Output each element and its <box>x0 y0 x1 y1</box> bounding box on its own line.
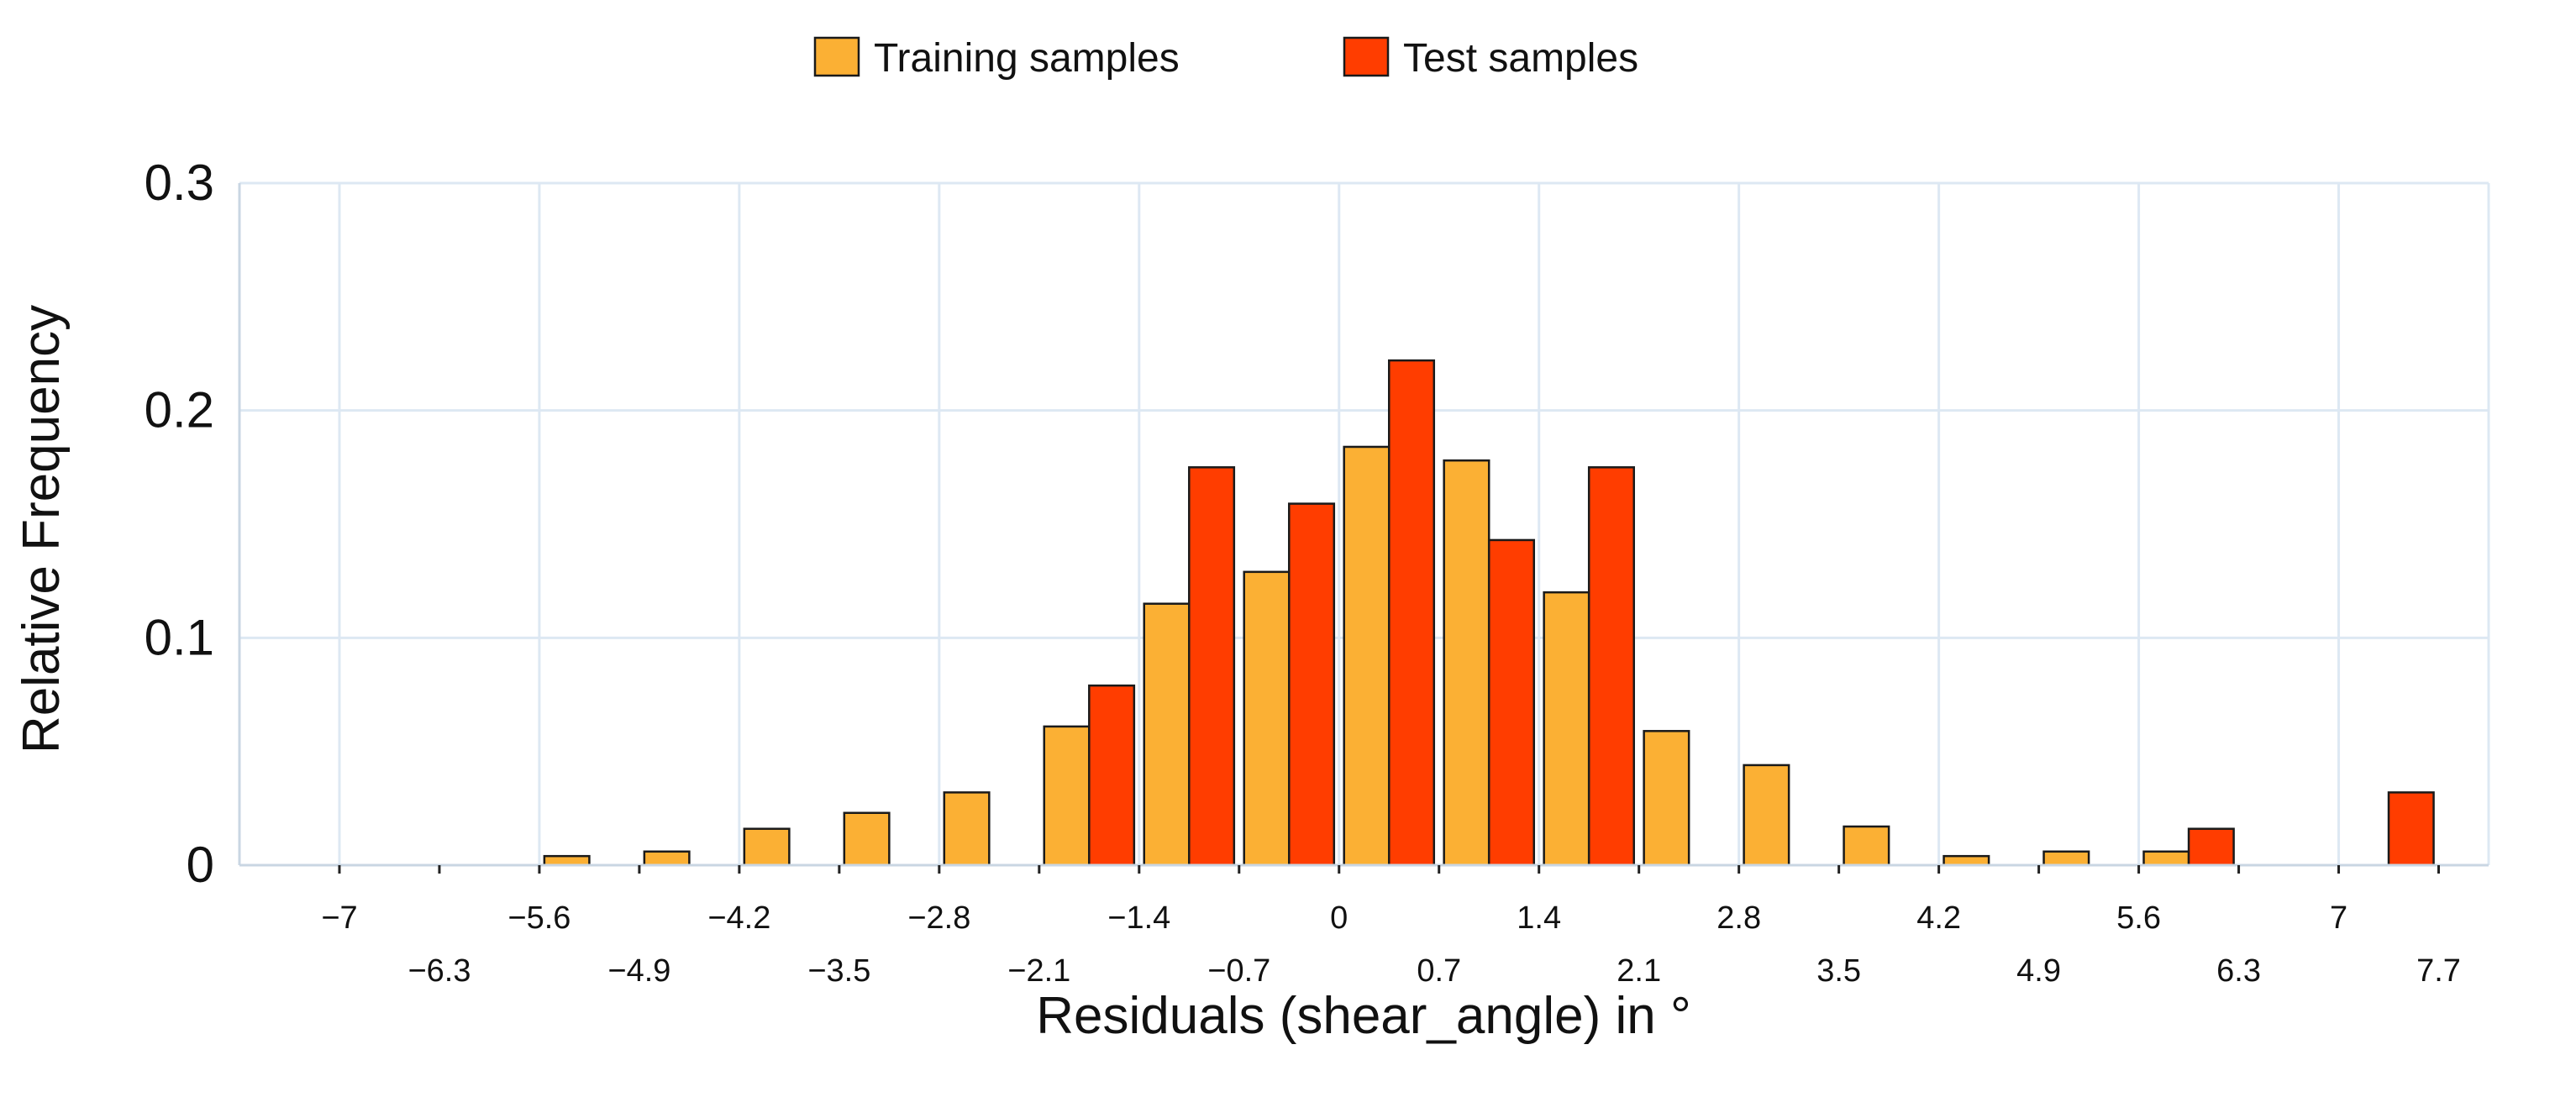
y-tick-label: 0.1 <box>145 609 214 665</box>
x-tick-label: 5.6 <box>2116 900 2161 936</box>
training-bar <box>743 827 791 867</box>
training-bar <box>1943 854 1990 867</box>
x-tick-label: 2.1 <box>1617 953 1661 989</box>
training-bar <box>1343 445 1391 867</box>
training-bar <box>1843 825 1890 867</box>
training-bar <box>2042 850 2090 867</box>
x-tick-label: −4.9 <box>607 953 670 989</box>
x-tick-label: 4.9 <box>2016 953 2061 989</box>
x-tick-label: 2.8 <box>1716 900 1761 936</box>
y-axis-title: Relative Frequency <box>13 305 71 753</box>
axes: −7 −6.3 −5.6 −4.9 −4.2 −3.5 −2.8 −2.1 −1.4 −0.7 0 0… <box>145 155 2489 989</box>
x-tick-label: 7.7 <box>2416 953 2461 989</box>
test-bar <box>1188 466 1236 867</box>
legend-label: Training samples <box>874 36 1180 81</box>
x-tick-label: −7 <box>321 900 357 936</box>
test-bar <box>2187 827 2235 867</box>
legend-swatch <box>813 36 860 77</box>
training-bar <box>1243 570 1291 867</box>
test-bar <box>2387 791 2435 867</box>
test-bar <box>1288 502 1336 867</box>
x-tick-label: −2.8 <box>907 900 970 936</box>
legend-label: Test samples <box>1403 36 1638 81</box>
training-bar <box>2142 850 2190 867</box>
x-tick-label: −1.4 <box>1107 900 1170 936</box>
test-bar <box>1487 538 1536 867</box>
x-axis-title: Residuals (shear_angle) in ° <box>1036 987 1691 1045</box>
x-tick-label: −5.6 <box>507 900 570 936</box>
y-tick-label: 0.2 <box>145 382 214 438</box>
training-bar <box>643 850 691 867</box>
legend-swatch <box>1343 36 1390 77</box>
training-bar <box>1443 459 1490 867</box>
x-tick-label: 3.5 <box>1816 953 1861 989</box>
legend: Training samples Test samples <box>813 36 1638 81</box>
y-tick-label: 0.3 <box>145 155 214 211</box>
bars <box>543 359 2435 867</box>
grid <box>239 181 2490 865</box>
x-tick-label: −3.5 <box>807 953 870 989</box>
training-bar <box>1143 602 1191 867</box>
x-tick-label: 6.3 <box>2216 953 2261 989</box>
training-bar <box>943 791 991 867</box>
training-bar <box>1743 764 1790 867</box>
training-bar <box>1543 590 1590 867</box>
training-bar <box>843 811 891 867</box>
x-tick-label: 0.7 <box>1417 953 1461 989</box>
training-bar <box>1643 730 1690 867</box>
x-tick-label: 1.4 <box>1517 900 1561 936</box>
y-tick-label: 0 <box>187 837 214 893</box>
x-tick-label: 0 <box>1330 900 1348 936</box>
training-bar <box>1043 725 1091 867</box>
x-tick-label: −4.2 <box>707 900 770 936</box>
test-bar <box>1088 684 1136 867</box>
x-tick-label: 7 <box>2330 900 2347 936</box>
x-tick-label: −2.1 <box>1007 953 1070 989</box>
test-bar <box>1587 466 1635 867</box>
x-tick-label: −6.3 <box>407 953 471 989</box>
x-tick-label: 4.2 <box>1916 900 1961 936</box>
test-bar <box>1387 359 1436 867</box>
x-tick-label: −0.7 <box>1207 953 1270 989</box>
training-bar <box>543 854 591 867</box>
